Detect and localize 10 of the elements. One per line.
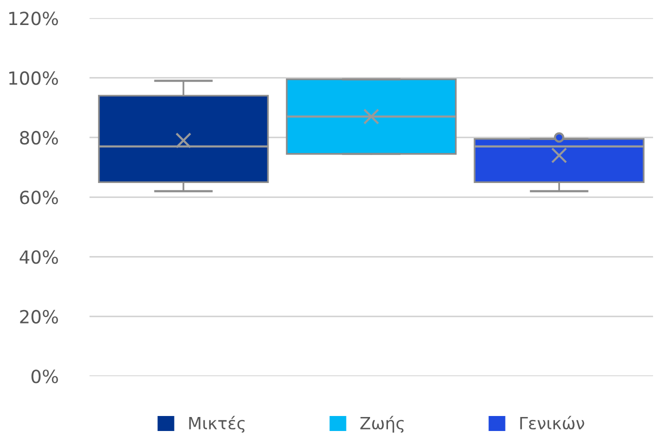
legend-label: Ζωής — [360, 416, 404, 433]
legend-label: Μικτές — [189, 416, 245, 433]
y-tick-label: 120% — [9, 12, 58, 26]
y-tick-label: 40% — [20, 250, 58, 264]
legend-label: Γενικών — [520, 416, 584, 430]
y-tick-label: 0% — [31, 370, 58, 384]
y-tick-label: 80% — [20, 130, 58, 145]
y-tick-label: 60% — [20, 190, 58, 204]
y-tick-label: 100% — [9, 71, 58, 85]
y-tick-label: 20% — [20, 310, 58, 324]
